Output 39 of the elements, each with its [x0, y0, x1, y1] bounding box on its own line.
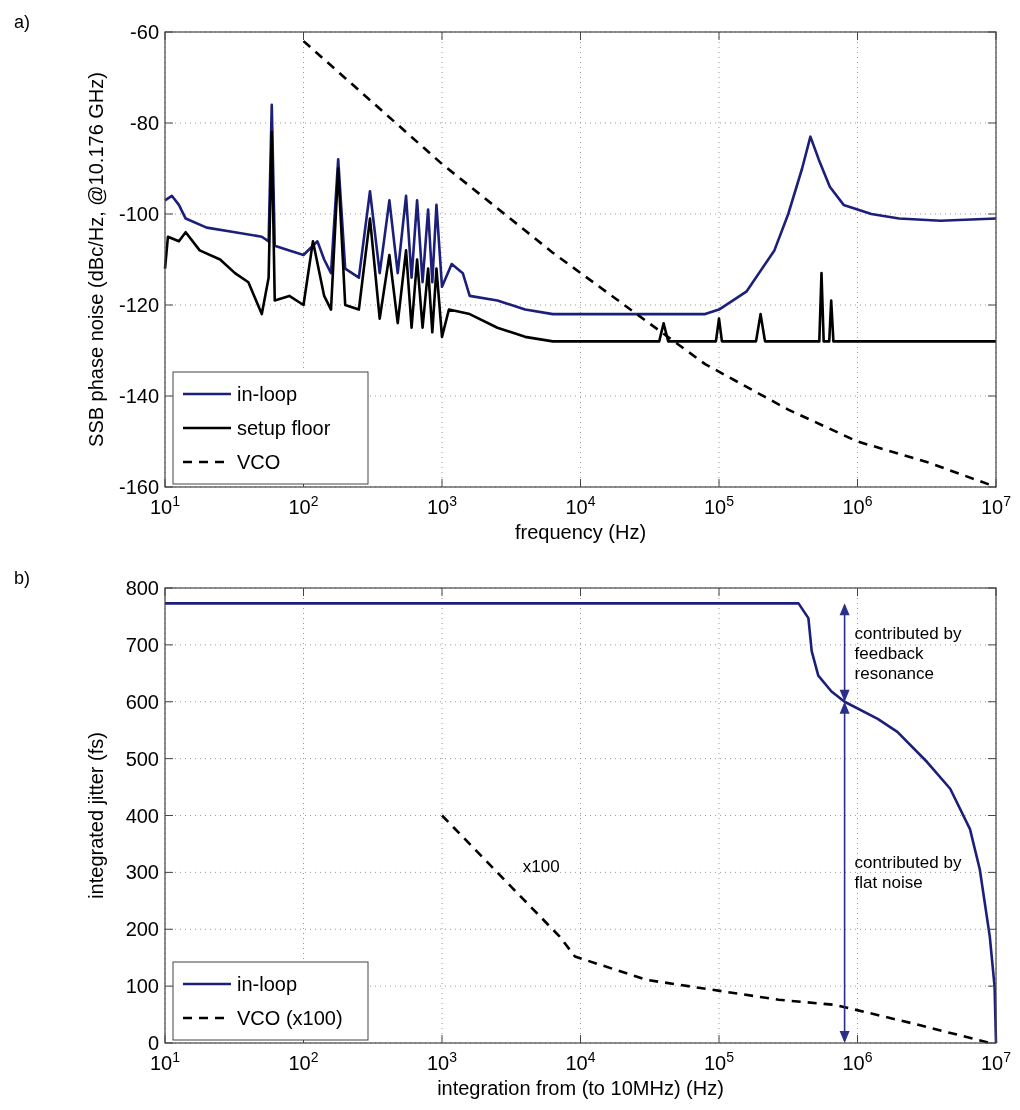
x-tick-label: 10$^{3}$	[426, 1049, 458, 1074]
annotation: x100	[522, 857, 560, 877]
y-tick-label: -120	[118, 294, 159, 316]
y-tick-label: -140	[118, 385, 159, 407]
legend-label: VCO (x100)	[237, 1007, 343, 1029]
x-tick-label: 10$^{4}$	[565, 493, 596, 518]
x-tick-label: 10$^{2}$	[288, 493, 319, 518]
annotation: contributed by flat noise	[854, 853, 962, 893]
x-tick-label: 10$^{4}$	[565, 1049, 596, 1074]
y-tick-label: 100	[125, 975, 159, 998]
y-tick-label: 800	[125, 577, 159, 599]
x-tick-label: 10$^{7}$	[980, 493, 1012, 518]
legend-label: VCO	[237, 451, 281, 473]
y-tick-label: 500	[125, 747, 159, 770]
y-tick-label: 600	[125, 690, 159, 713]
chart-title: a)	[14, 12, 31, 32]
legend-label: in-loop	[237, 383, 298, 405]
y-axis-title: integrated jitter (fs)	[85, 732, 107, 899]
y-tick-label: 300	[125, 861, 159, 884]
y-tick-label: 700	[125, 633, 159, 656]
x-tick-label: 10$^{5}$	[703, 493, 735, 518]
x-tick-label: 10$^{2}$	[288, 1049, 319, 1074]
legend-label: setup floor	[237, 417, 331, 439]
x-tick-label: 10$^{3}$	[426, 493, 458, 518]
y-tick-label: 200	[125, 918, 159, 941]
y-axis-title: SSB phase noise (dBc/Hz, @10.176 GHz)	[85, 72, 107, 447]
legend-label: in-loop	[237, 973, 298, 995]
y-tick-label: 400	[125, 804, 159, 827]
x-tick-label: 10$^{7}$	[980, 1049, 1012, 1074]
y-tick-label: -100	[118, 203, 159, 225]
x-axis-title: frequency (Hz)	[514, 521, 647, 543]
x-tick-label: 10$^{6}$	[842, 1049, 873, 1074]
y-tick-label: -80	[130, 112, 159, 134]
y-tick-label: -60	[130, 21, 159, 43]
x-axis-title: integration from (to 10MHz) (Hz)	[437, 1077, 724, 1099]
annotation: contributed by feedback resonance	[854, 623, 962, 683]
chart-title: b)	[14, 568, 31, 588]
x-tick-label: 10$^{5}$	[703, 1049, 735, 1074]
x-tick-label: 10$^{6}$	[842, 493, 873, 518]
